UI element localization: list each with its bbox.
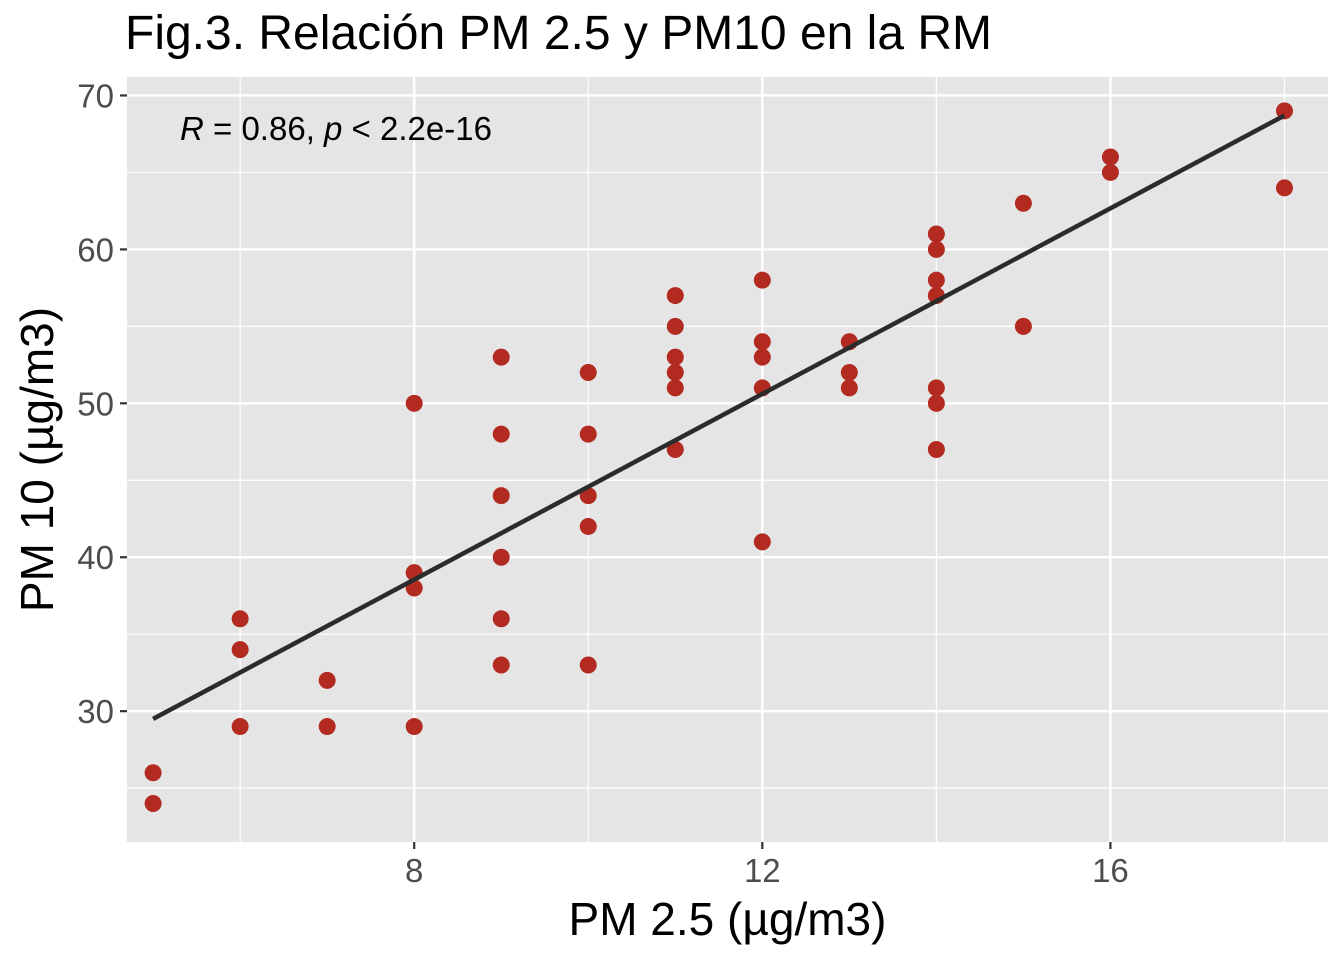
y-tick-label: 30 [77, 693, 114, 730]
data-point [144, 764, 162, 782]
data-point [927, 271, 945, 289]
data-point [579, 656, 597, 674]
data-point [666, 440, 684, 458]
data-point [492, 348, 510, 366]
data-point [666, 348, 684, 366]
annotation-comma: , [306, 110, 324, 147]
data-point [1101, 148, 1119, 166]
data-point [666, 379, 684, 397]
data-point [579, 364, 597, 382]
data-point [405, 718, 423, 736]
data-point [231, 610, 249, 628]
data-point [579, 425, 597, 443]
annotation-less-than: < [342, 110, 380, 147]
data-point [753, 271, 771, 289]
data-point [318, 718, 336, 736]
y-tick-label: 60 [77, 231, 114, 268]
annotation-equals: = [204, 110, 242, 147]
data-point [231, 718, 249, 736]
data-point [666, 317, 684, 335]
x-axis-label: PM 2.5 (µg/m3) [569, 893, 887, 945]
chart-title: Fig.3. Relación PM 2.5 y PM10 en la RM [125, 7, 993, 60]
data-point [492, 656, 510, 674]
data-point [666, 287, 684, 305]
x-tick-label: 16 [1092, 852, 1129, 889]
data-point [753, 533, 771, 551]
annotation-p-value: 2.2e-16 [380, 110, 492, 147]
annotation-r-value: 0.86 [241, 110, 305, 147]
data-point [405, 394, 423, 412]
y-tick-label: 70 [77, 77, 114, 114]
data-point [753, 348, 771, 366]
data-point [927, 440, 945, 458]
grid-minor [127, 77, 1328, 842]
x-tick-label: 8 [405, 852, 423, 889]
data-point [927, 379, 945, 397]
data-point [1275, 179, 1293, 197]
y-tick-label: 40 [77, 539, 114, 576]
data-point [492, 548, 510, 566]
data-point [840, 364, 858, 382]
data-point [492, 425, 510, 443]
grid-major [127, 77, 1328, 842]
data-point [927, 394, 945, 412]
data-point [1101, 163, 1119, 181]
data-point [492, 610, 510, 628]
data-point [144, 795, 162, 813]
data-point [840, 379, 858, 397]
plot-panel [127, 77, 1328, 842]
data-points [144, 102, 1293, 813]
correlation-annotation: R = 0.86, p < 2.2e-16 [180, 110, 492, 147]
data-point [753, 333, 771, 351]
x-axis-ticks: 8 12 16 [405, 842, 1129, 889]
y-tick-label: 50 [77, 385, 114, 422]
data-point [579, 517, 597, 535]
data-point [1014, 194, 1032, 212]
x-tick-label: 12 [744, 852, 781, 889]
data-point [666, 364, 684, 382]
regression-line [152, 113, 1286, 721]
y-axis-ticks: 30 40 50 60 70 [77, 77, 127, 730]
data-point [231, 641, 249, 659]
data-point [927, 225, 945, 243]
data-point [318, 671, 336, 689]
data-point [927, 240, 945, 258]
y-axis-label: PM 10 (µg/m3) [11, 307, 63, 612]
annotation-p-label: p [323, 110, 342, 147]
data-point [1275, 102, 1293, 120]
data-point [1014, 317, 1032, 335]
annotation-r-label: R [180, 110, 204, 147]
data-point [492, 487, 510, 505]
